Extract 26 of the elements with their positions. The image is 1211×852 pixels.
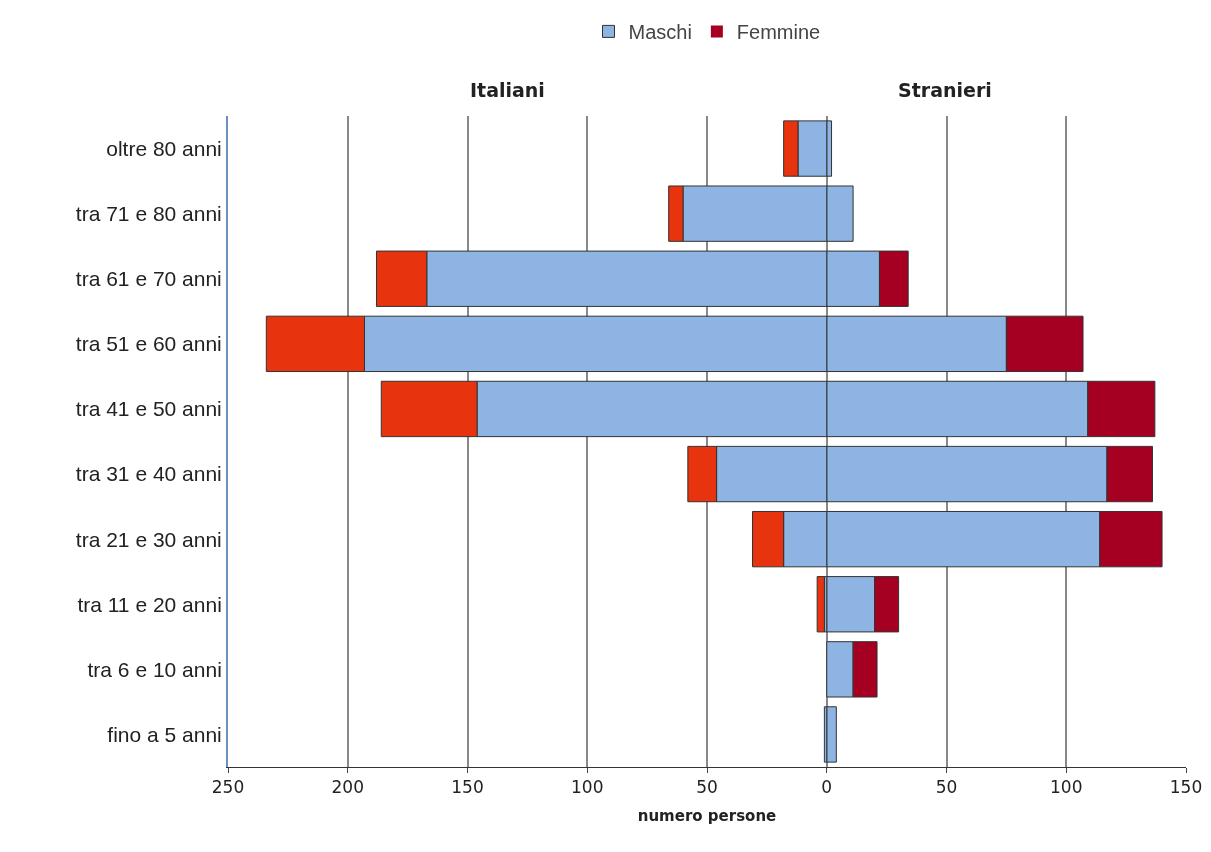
x-tick-label: 0 (821, 777, 833, 798)
y-tick-label: tra 51 e 60 anni (75, 332, 222, 356)
x-tick-label: 50 (696, 777, 718, 798)
x-tick-label: 100 (1050, 777, 1083, 798)
y-tick-label: fino a 5 anni (107, 722, 222, 746)
legend-label: Femmine (736, 21, 821, 44)
text: Stranieri (898, 79, 992, 101)
x-tick-label: 250 (211, 777, 245, 798)
y-tick-label: tra 41 e 50 anni (75, 397, 222, 421)
x-tick-label: 100 (571, 777, 604, 798)
x-tick-label: 150 (1169, 777, 1203, 798)
bar (816, 576, 825, 633)
y-tick-label: tra 21 e 30 anni (75, 527, 222, 551)
y-tick-label: tra 71 e 80 anni (75, 202, 222, 225)
text: Italiani (470, 79, 545, 101)
y-tick-label: oltre 80 anni (106, 136, 222, 160)
y-tick-label: tra 6 e 10 anni (87, 657, 222, 681)
bar (826, 706, 837, 763)
x-tick-label: 150 (451, 777, 484, 798)
y-tick-label: tra 11 e 20 anni (77, 592, 222, 616)
y-tick-label: tra 61 e 70 anni (75, 267, 222, 291)
legend-label: Maschi (628, 21, 692, 44)
x-tick-label: 200 (331, 777, 364, 798)
x-tick-label: 50 (935, 777, 958, 798)
y-tick-label: tra 31 e 40 anni (75, 462, 222, 486)
x-axis-title: numero persone (637, 807, 777, 826)
